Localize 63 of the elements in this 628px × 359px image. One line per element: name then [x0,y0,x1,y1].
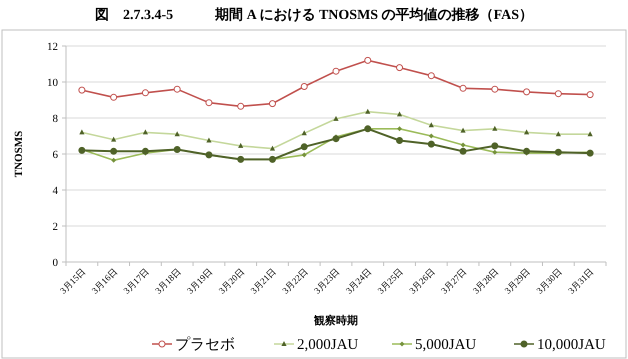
x-tick-label: 3月19日 [185,266,214,296]
point [300,143,308,150]
x-tick-label: 3月30日 [534,266,564,296]
point [174,86,181,93]
y-tick-label: 2 [52,221,58,233]
point [460,84,467,92]
y-tick-label: 10 [47,77,58,89]
y-tick-label: 8 [52,113,58,125]
x-tick-label: 3月31日 [566,266,596,296]
point [428,140,435,148]
point [237,102,244,110]
point [268,100,276,108]
point [523,148,530,155]
point [396,137,404,144]
y-tick-label: 0 [52,257,58,269]
point [364,56,372,64]
point [460,142,466,148]
point [300,83,308,90]
x-axis-title: 観察時期 [313,314,358,327]
y-tick-label: 6 [52,149,58,161]
point [428,134,434,138]
y-tick-label: 12 [47,41,58,53]
x-tick-label: 3月25日 [376,266,405,296]
x-tick-label: 3月29日 [502,266,532,296]
x-tick-label: 3月17日 [121,266,151,296]
x-tick-label: 3月18日 [153,266,183,296]
x-tick-label: 3月27日 [439,266,468,296]
point [142,89,149,96]
chart-title: 図 2.7.3.4-5 期間 A における TNOSMS の平均値の推移（FAS） [94,7,534,23]
x-tick-label: 3月16日 [90,266,120,296]
x-tick-label: 3月20日 [216,266,246,296]
legend-label: 5,000JAU [415,337,476,353]
x-tick-label: 3月26日 [407,266,437,296]
point [332,68,340,75]
legend-label: プラセボ [175,336,235,353]
point [205,99,212,106]
point [492,150,498,155]
point [554,90,562,98]
point [110,94,118,101]
y-axis-title: TNOSMS [13,130,25,178]
point [332,135,340,142]
x-tick-label: 3月23日 [312,266,342,296]
point [396,64,404,72]
x-tick-label: 3月24日 [344,266,374,296]
point [302,152,307,158]
x-tick-label: 3月15日 [58,266,88,296]
point [110,148,118,155]
point [111,158,116,163]
legend-label: 10,000JAU [537,337,606,353]
x-tick-label: 3月21日 [248,266,278,296]
point [428,72,435,80]
x-tick-label: 3月22日 [280,266,310,296]
point [523,88,530,96]
point [78,86,86,94]
point [491,86,498,93]
point [586,91,594,98]
x-tick-label: 3月28日 [470,266,500,296]
y-tick-label: 4 [52,185,58,197]
point [142,148,149,155]
legend-label: 2,000JAU [297,337,358,353]
point [460,148,467,155]
point [397,126,402,132]
point [491,142,498,150]
